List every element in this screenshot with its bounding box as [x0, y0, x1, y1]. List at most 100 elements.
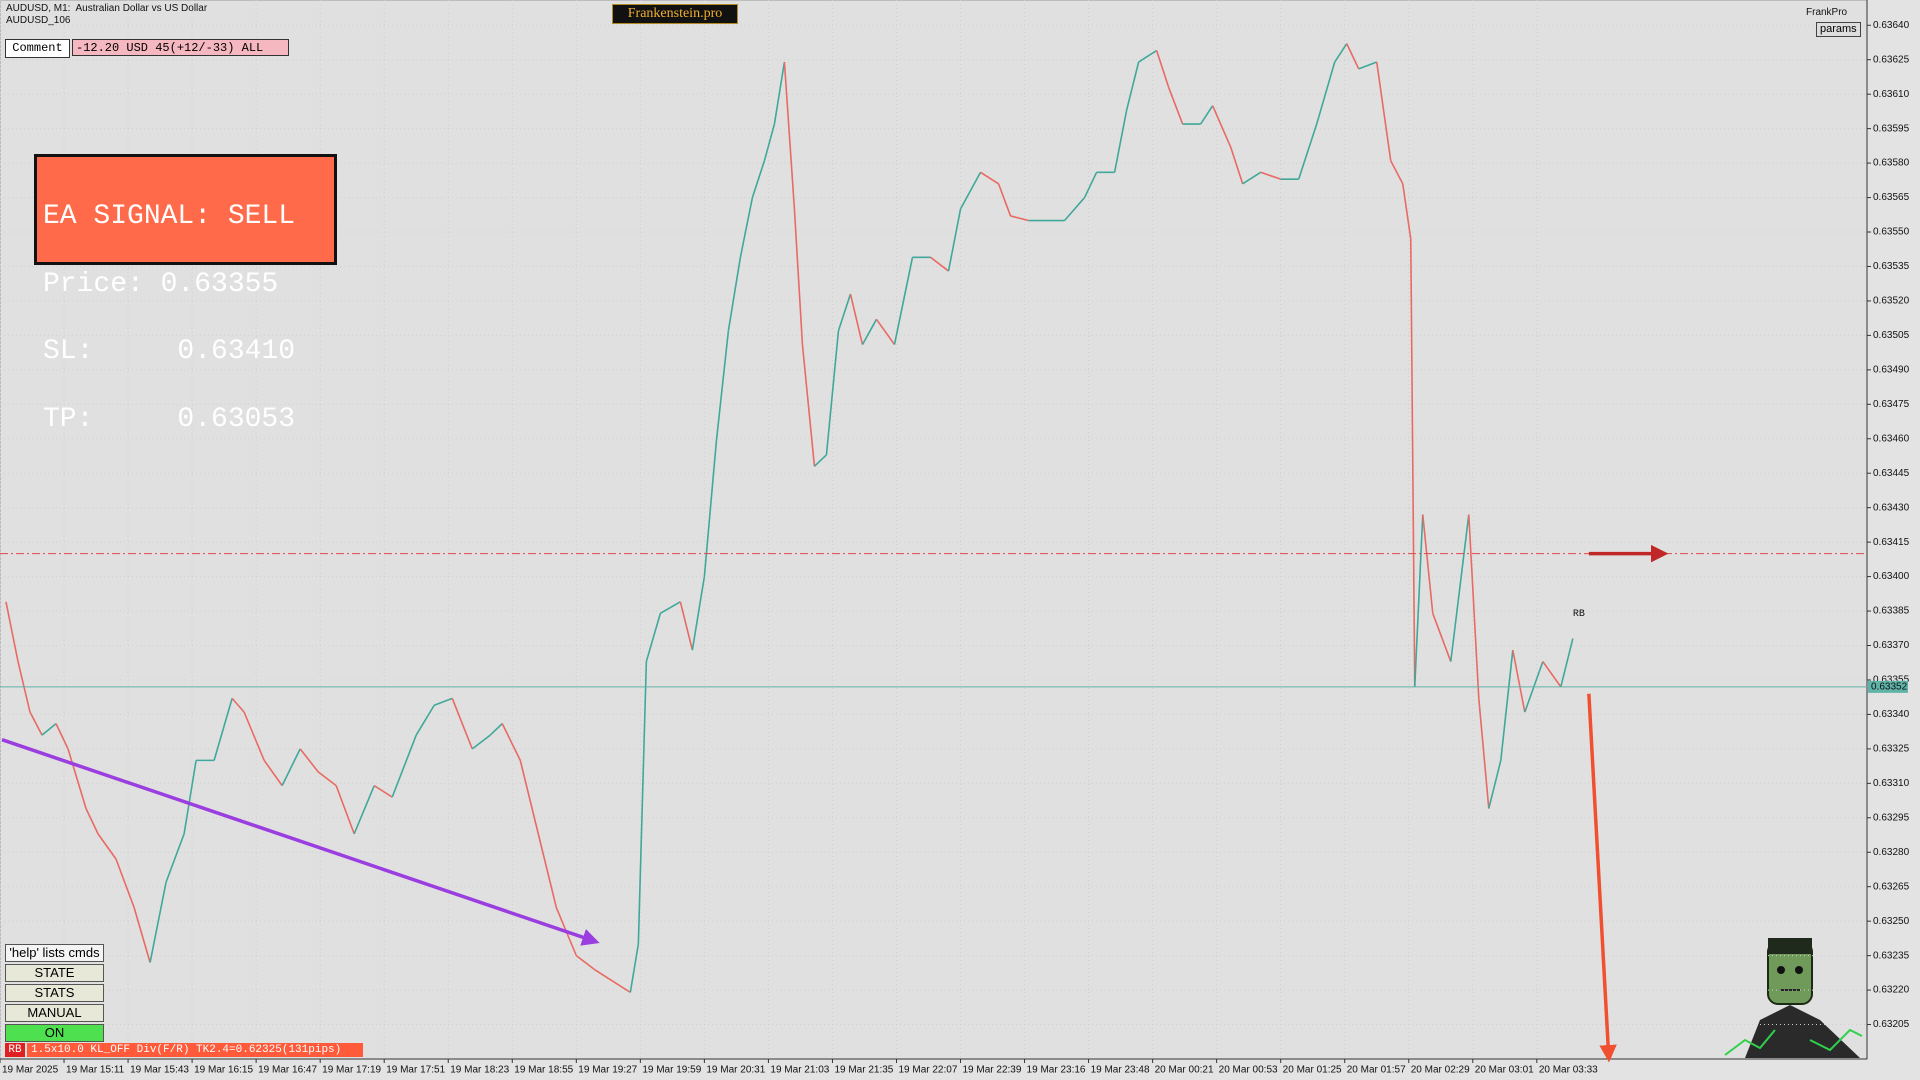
y-tick-label: 0.63280	[1873, 847, 1910, 858]
help-hint: 'help' lists cmds	[5, 944, 104, 962]
x-tick-label: 20 Mar 00:21	[1155, 1065, 1214, 1076]
y-tick-label: 0.63415	[1873, 537, 1910, 548]
price-segment	[1138, 49, 1158, 63]
price-segment	[875, 318, 896, 346]
manual-button[interactable]: MANUAL	[5, 1004, 104, 1022]
x-tick-label: 19 Mar 16:15	[194, 1065, 253, 1076]
price-segment	[299, 748, 319, 773]
price-segment	[1260, 171, 1281, 180]
price-segment	[1125, 61, 1140, 111]
y-tick-label: 0.63520	[1873, 296, 1910, 307]
price-segment	[629, 944, 640, 993]
signal-line: SL: 0.63410	[43, 336, 296, 367]
price-segment	[1315, 61, 1336, 125]
price-segment	[501, 723, 521, 761]
x-tick-label: 20 Mar 03:01	[1475, 1065, 1534, 1076]
price-segment	[183, 760, 197, 835]
price-segment	[930, 256, 949, 272]
price-segment	[837, 293, 852, 332]
price-segment	[645, 613, 662, 662]
price-segment	[317, 771, 337, 787]
y-tick-label: 0.63370	[1873, 640, 1910, 651]
price-segment	[813, 454, 827, 467]
price-segment	[451, 698, 473, 750]
price-segment	[55, 723, 69, 750]
price-segment	[1334, 43, 1348, 63]
state-button[interactable]: STATE	[5, 964, 104, 982]
price-segment	[471, 734, 491, 750]
price-segment	[1449, 514, 1470, 662]
status-bar: 1.5x10.0 KL_OFF Div(F/R) TK2.4=0.62325(1…	[27, 1043, 363, 1057]
price-segment	[5, 601, 19, 662]
price-segment	[1010, 215, 1029, 222]
frankenstein-portrait	[1724, 938, 1863, 1058]
brand-label[interactable]: Frankenstein.pro	[612, 4, 738, 24]
y-tick-label: 0.63610	[1873, 89, 1910, 100]
price-segment	[67, 748, 87, 809]
signal-panel: EA SIGNAL: SELL Price: 0.63355 SL: 0.634…	[34, 154, 337, 433]
status-tag: RB	[5, 1043, 25, 1057]
price-segment	[391, 734, 417, 798]
price-segment	[281, 748, 301, 786]
price-segment	[1297, 123, 1318, 180]
price-segment	[593, 968, 613, 982]
price-segment	[783, 61, 796, 210]
price-segment	[133, 907, 151, 963]
comment-button[interactable]: Comment	[5, 39, 70, 58]
price-segment	[115, 858, 135, 908]
y-tick-label: 0.63295	[1873, 812, 1910, 823]
signal-line: EA SIGNAL: SELL	[43, 201, 296, 232]
price-segment	[659, 601, 681, 615]
price-segment	[861, 318, 878, 345]
price-segment	[29, 711, 43, 736]
price-segment	[1500, 650, 1514, 761]
on-button[interactable]: ON	[5, 1024, 104, 1042]
price-segment	[739, 197, 754, 258]
x-tick-label: 19 Mar 16:47	[258, 1065, 317, 1076]
x-tick-label: 19 Mar 15:11	[66, 1065, 125, 1076]
y-tick-label: 0.63580	[1873, 158, 1910, 169]
price-segment	[1199, 105, 1214, 125]
y-tick-label: 0.63505	[1873, 330, 1910, 341]
price-segment	[1477, 698, 1490, 809]
x-tick-label: 19 Mar 21:35	[834, 1065, 893, 1076]
x-tick-label: 19 Mar 19:27	[578, 1065, 637, 1076]
price-segment	[1211, 105, 1232, 148]
price-level-tag	[1868, 680, 1908, 693]
params-button[interactable]: params	[1816, 22, 1861, 37]
y-tick-label: 0.63235	[1873, 950, 1910, 961]
price-segment	[997, 183, 1012, 217]
symbol-title: AUDUSD, M1: Australian Dollar vs US Doll…	[6, 3, 208, 14]
y-tick-label: 0.63385	[1873, 606, 1910, 617]
y-tick-label: 0.63595	[1873, 123, 1910, 134]
x-tick-label: 20 Mar 01:25	[1283, 1065, 1342, 1076]
x-tick-label: 19 Mar 18:23	[450, 1065, 509, 1076]
price-segment	[1421, 514, 1434, 614]
price-segment	[149, 881, 167, 963]
stats-button[interactable]: STATS	[5, 984, 104, 1002]
trend-arrow	[1587, 693, 1617, 1063]
y-tick-label: 0.63550	[1873, 227, 1910, 238]
price-segment	[751, 160, 766, 198]
price-segment	[213, 698, 233, 761]
price-segment	[1113, 110, 1128, 173]
price-segment	[801, 344, 816, 467]
price-segment	[1409, 238, 1416, 687]
y-tick-label: 0.63475	[1873, 399, 1910, 410]
x-tick-label: 19 Mar 2025	[2, 1065, 59, 1076]
y-tick-label: 0.63265	[1873, 881, 1910, 892]
x-tick-label: 19 Mar 23:16	[1027, 1065, 1086, 1076]
price-segment	[611, 980, 631, 994]
x-tick-label: 19 Mar 22:39	[963, 1065, 1022, 1076]
price-segment	[825, 330, 840, 455]
price-segment	[727, 257, 742, 331]
price-segment	[959, 171, 982, 210]
price-segment	[537, 833, 558, 908]
y-tick-label: 0.63205	[1873, 1019, 1910, 1030]
price-segment	[575, 954, 595, 971]
y-tick-label: 0.63355	[1873, 675, 1910, 686]
y-tick-label: 0.63310	[1873, 778, 1910, 789]
price-level-label: 0.63352	[1871, 681, 1908, 692]
x-tick-label: 20 Mar 02:29	[1411, 1065, 1470, 1076]
